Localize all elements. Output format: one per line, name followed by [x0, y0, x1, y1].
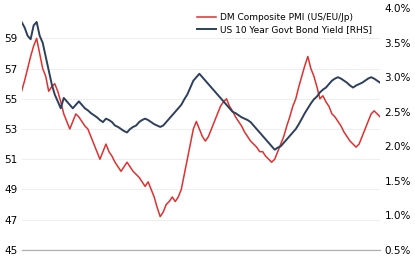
US 10 Year Govt Bond Yield [RHS]: [305, 107, 310, 110]
DM Composite PMI (US/EU/Jp): [158, 215, 163, 218]
US 10 Year Govt Bond Yield [RHS]: [272, 148, 277, 151]
DM Composite PMI (US/EU/Jp): [98, 158, 103, 161]
US 10 Year Govt Bond Yield [RHS]: [115, 125, 120, 128]
Line: DM Composite PMI (US/EU/Jp): DM Composite PMI (US/EU/Jp): [22, 38, 380, 217]
DM Composite PMI (US/EU/Jp): [119, 170, 124, 173]
DM Composite PMI (US/EU/Jp): [308, 67, 313, 70]
US 10 Year Govt Bond Yield [RHS]: [95, 116, 100, 119]
US 10 Year Govt Bond Yield [RHS]: [369, 76, 374, 79]
DM Composite PMI (US/EU/Jp): [378, 115, 383, 119]
DM Composite PMI (US/EU/Jp): [34, 37, 39, 40]
DM Composite PMI (US/EU/Jp): [372, 109, 377, 112]
US 10 Year Govt Bond Yield [RHS]: [266, 141, 271, 144]
Legend: DM Composite PMI (US/EU/Jp), US 10 Year Govt Bond Yield [RHS]: DM Composite PMI (US/EU/Jp), US 10 Year …: [197, 13, 372, 34]
DM Composite PMI (US/EU/Jp): [224, 97, 229, 100]
US 10 Year Govt Bond Yield [RHS]: [19, 21, 24, 24]
US 10 Year Govt Bond Yield [RHS]: [378, 81, 383, 84]
US 10 Year Govt Bond Yield [RHS]: [218, 96, 223, 100]
DM Composite PMI (US/EU/Jp): [19, 90, 24, 93]
Line: US 10 Year Govt Bond Yield [RHS]: US 10 Year Govt Bond Yield [RHS]: [22, 22, 380, 150]
DM Composite PMI (US/EU/Jp): [272, 158, 277, 161]
